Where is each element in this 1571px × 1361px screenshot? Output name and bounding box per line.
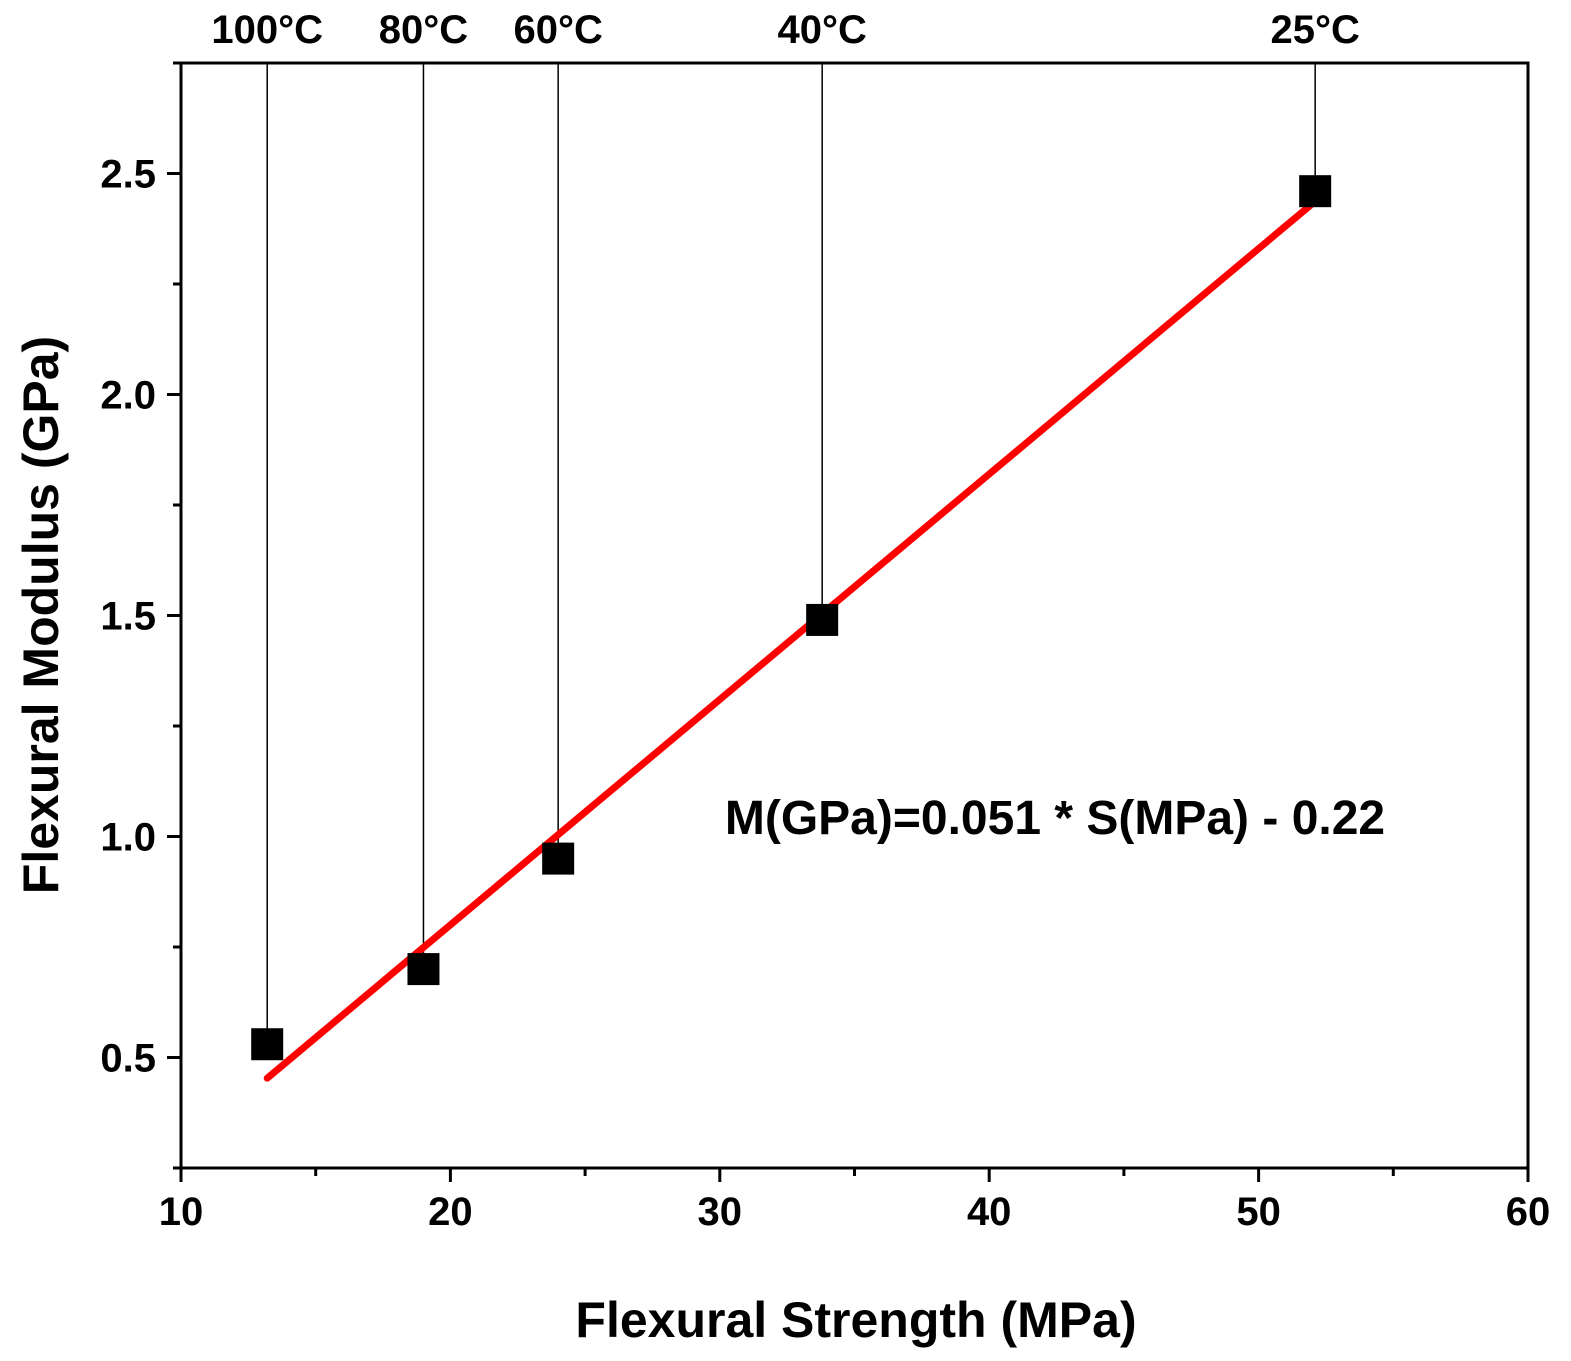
y-tick-label: 1.0: [100, 816, 156, 860]
temperature-label: 100°C: [211, 8, 323, 52]
fit-line: [263, 197, 1319, 1082]
axis-ticks: [167, 61, 1530, 1182]
y-tick-label: 1.5: [100, 595, 156, 639]
y-tick-label: 0.5: [100, 1037, 156, 1081]
temperature-label: 40°C: [777, 8, 866, 52]
x-tick-label: 10: [159, 1190, 204, 1234]
x-axis-title: Flexural Strength (MPa): [575, 1292, 1136, 1348]
x-tick-label: 40: [967, 1190, 1012, 1234]
y-axis-title: Flexural Modulus (GPa): [13, 336, 69, 894]
y-tick-label: 2.5: [100, 153, 156, 197]
temperature-labels: 100°C 80°C 60°C 40°C 25°C: [211, 8, 1359, 52]
data-point-marker: [407, 953, 440, 986]
data-point-marker: [1299, 175, 1332, 208]
plot-frame: [179, 61, 1530, 1170]
x-tick-label: 60: [1506, 1190, 1551, 1234]
data-points: [251, 175, 1332, 1061]
data-point-marker: [542, 842, 575, 875]
y-tick-labels: 0.5 1.0 1.5 2.0 2.5: [100, 153, 156, 1081]
x-tick-label: 20: [428, 1190, 473, 1234]
data-point-marker: [806, 603, 839, 636]
temperature-label: 25°C: [1270, 8, 1359, 52]
temperature-label: 80°C: [379, 8, 468, 52]
temperature-label: 60°C: [513, 8, 602, 52]
x-tick-label: 50: [1236, 1190, 1281, 1234]
data-point-marker: [251, 1028, 284, 1061]
x-tick-labels: 10 20 30 40 50 60: [159, 1190, 1551, 1234]
temperature-guide-lines: [266, 63, 1316, 1045]
fit-line-group: [263, 197, 1319, 1082]
fit-equation: M(GPa)=0.051 * S(MPa) - 0.22: [725, 792, 1385, 845]
y-tick-label: 2.0: [100, 374, 156, 418]
x-tick-label: 30: [698, 1190, 743, 1234]
